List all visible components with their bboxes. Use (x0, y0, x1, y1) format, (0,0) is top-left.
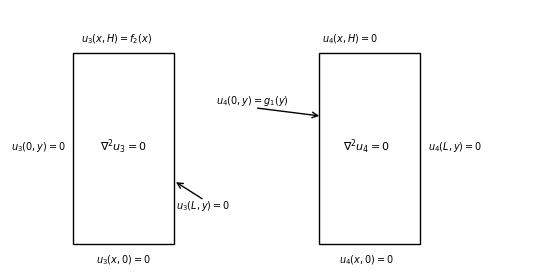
Text: $u_4\left(x,H\right)=0$: $u_4\left(x,H\right)=0$ (322, 32, 378, 46)
Text: $u_3\left(x,0\right)=0$: $u_3\left(x,0\right)=0$ (96, 253, 151, 267)
Text: $\nabla^2 u_3=0$: $\nabla^2 u_3=0$ (100, 138, 147, 156)
Bar (319, 53, 420, 244)
Text: $\nabla^2 u_4=0$: $\nabla^2 u_4=0$ (343, 138, 390, 156)
Text: $u_4\left(0,y\right)=g_1\left(y\right)$: $u_4\left(0,y\right)=g_1\left(y\right)$ (216, 94, 288, 108)
Bar (73, 53, 174, 244)
Text: $u_3\left(x,H\right)=f_2\left(x\right)$: $u_3\left(x,H\right)=f_2\left(x\right)$ (81, 32, 152, 46)
Text: $u_3\left(0,y\right)=0$: $u_3\left(0,y\right)=0$ (11, 140, 66, 154)
Text: $u_3\left(L,y\right)=0$: $u_3\left(L,y\right)=0$ (176, 199, 231, 213)
Text: $u_4\left(L,y\right)=0$: $u_4\left(L,y\right)=0$ (428, 140, 483, 154)
Text: $u_4\left(x,0\right)=0$: $u_4\left(x,0\right)=0$ (339, 253, 394, 267)
